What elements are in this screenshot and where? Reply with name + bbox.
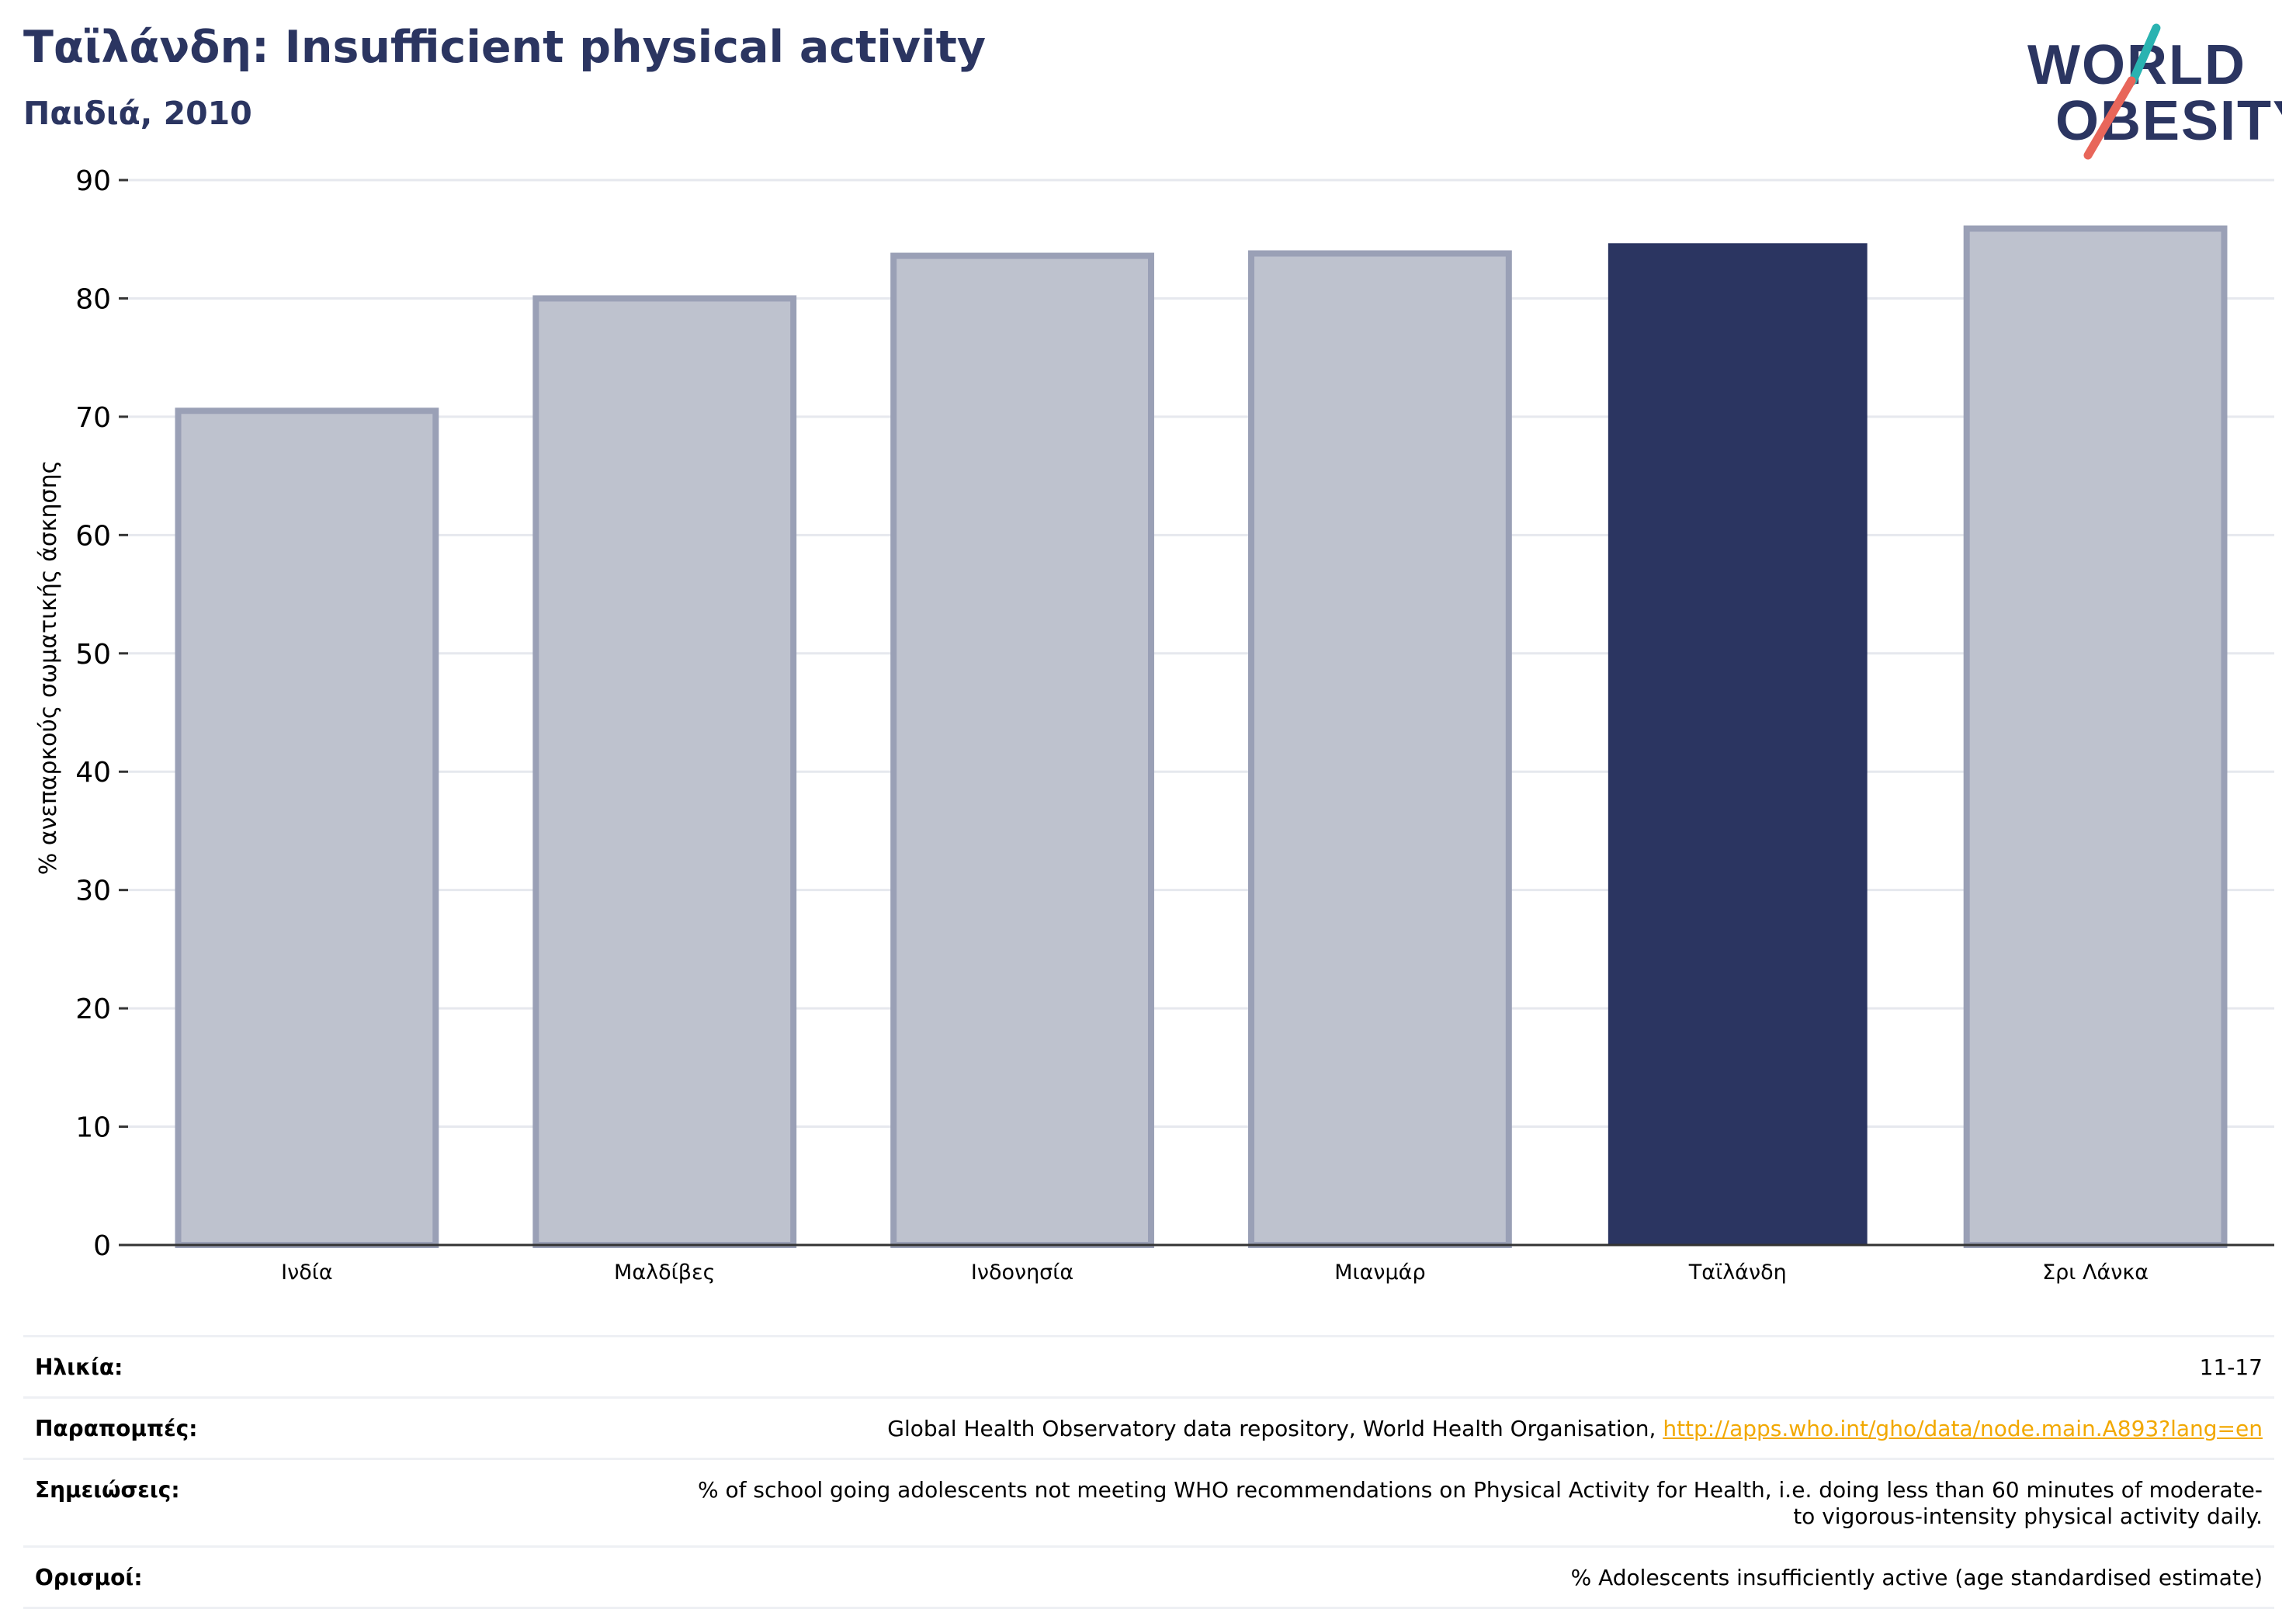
y-tick-label: 60 xyxy=(75,520,111,552)
logo-slash-teal xyxy=(2128,23,2161,85)
y-tick-label: 70 xyxy=(75,402,111,434)
chart-subtitle: Παιδιά, 2010 xyxy=(23,95,252,132)
x-tick-labels: Ινδία Μαλδίβες Ινδονησία Μιανμάρ Ταϊλάνδη Σρι… xyxy=(281,1261,2149,1285)
x-tick-label: Μιανμάρ xyxy=(1334,1261,1425,1285)
x-tick-label: Ινδονησία xyxy=(971,1261,1073,1285)
y-tick-label: 20 xyxy=(75,994,111,1025)
meta-row-age: Ηλικία: 11-17 xyxy=(23,1335,2274,1396)
meta-notes-label: Σημειώσεις: xyxy=(35,1477,180,1503)
meta-age-label: Ηλικία: xyxy=(35,1354,123,1380)
y-tick-label: 30 xyxy=(75,876,111,907)
meta-references-link[interactable]: http://apps.who.int/gho/data/node.main.A… xyxy=(1663,1416,2263,1441)
meta-references-value: Global Health Observatory data repositor… xyxy=(887,1416,2263,1442)
logo-slash-red xyxy=(2083,76,2136,160)
x-tick-label: Ταϊλάνδη xyxy=(1688,1261,1787,1285)
bars xyxy=(175,225,2228,1249)
bar-2 xyxy=(532,295,797,1248)
chart-title: Ταϊλάνδη: Insufficient physical activity xyxy=(23,22,986,73)
y-axis-label: % ανεπαρκούς σωματικής άσκησης xyxy=(35,460,62,875)
meta-notes-value: % of school going adolescents not meetin… xyxy=(697,1477,2263,1529)
world-obesity-logo: WORLD OBESITY xyxy=(2027,23,2282,160)
y-tick-label: 80 xyxy=(75,283,111,315)
meta-definitions-label: Ορισμοί: xyxy=(35,1565,143,1590)
grid-lines xyxy=(128,179,2274,1129)
y-tick-label: 10 xyxy=(75,1112,111,1144)
x-tick-label: Ινδία xyxy=(281,1261,333,1285)
meta-age-value: 11-17 xyxy=(2199,1354,2263,1380)
y-tick-label: 40 xyxy=(75,757,111,789)
bar-4 xyxy=(1248,250,1512,1249)
y-tick-labels: 0 10 20 30 40 50 60 70 80 90 xyxy=(75,165,128,1262)
y-tick-label: 0 xyxy=(93,1230,111,1262)
x-tick-label: Σρι Λάνκα xyxy=(2042,1261,2149,1285)
bar-5 xyxy=(1608,243,1868,1247)
x-tick-label: Μαλδίβες xyxy=(614,1261,715,1285)
metadata-table: Ηλικία: 11-17 Παραπομπές: Global Health … xyxy=(23,1335,2274,1609)
bar-1 xyxy=(175,407,439,1248)
y-tick-label: 90 xyxy=(75,165,111,197)
meta-references-text: Global Health Observatory data repositor… xyxy=(887,1416,1663,1441)
bar-chart: 0 10 20 30 40 50 60 70 80 90 Ινδία Μαλδίβες Ινδονησ… xyxy=(35,165,2274,1285)
meta-definitions-value: % Adolescents insufficiently active (age… xyxy=(1570,1565,2263,1590)
bar-6 xyxy=(1963,225,2228,1249)
meta-row-notes: Σημειώσεις: % of school going adolescent… xyxy=(23,1458,2274,1545)
meta-row-definitions: Ορισμοί: % Adolescents insufficiently ac… xyxy=(23,1545,2274,1609)
bar-3 xyxy=(890,252,1154,1248)
meta-references-label: Παραπομπές: xyxy=(35,1416,198,1441)
meta-row-references: Παραπομπές: Global Health Observatory da… xyxy=(23,1396,2274,1458)
y-tick-label: 50 xyxy=(75,639,111,671)
